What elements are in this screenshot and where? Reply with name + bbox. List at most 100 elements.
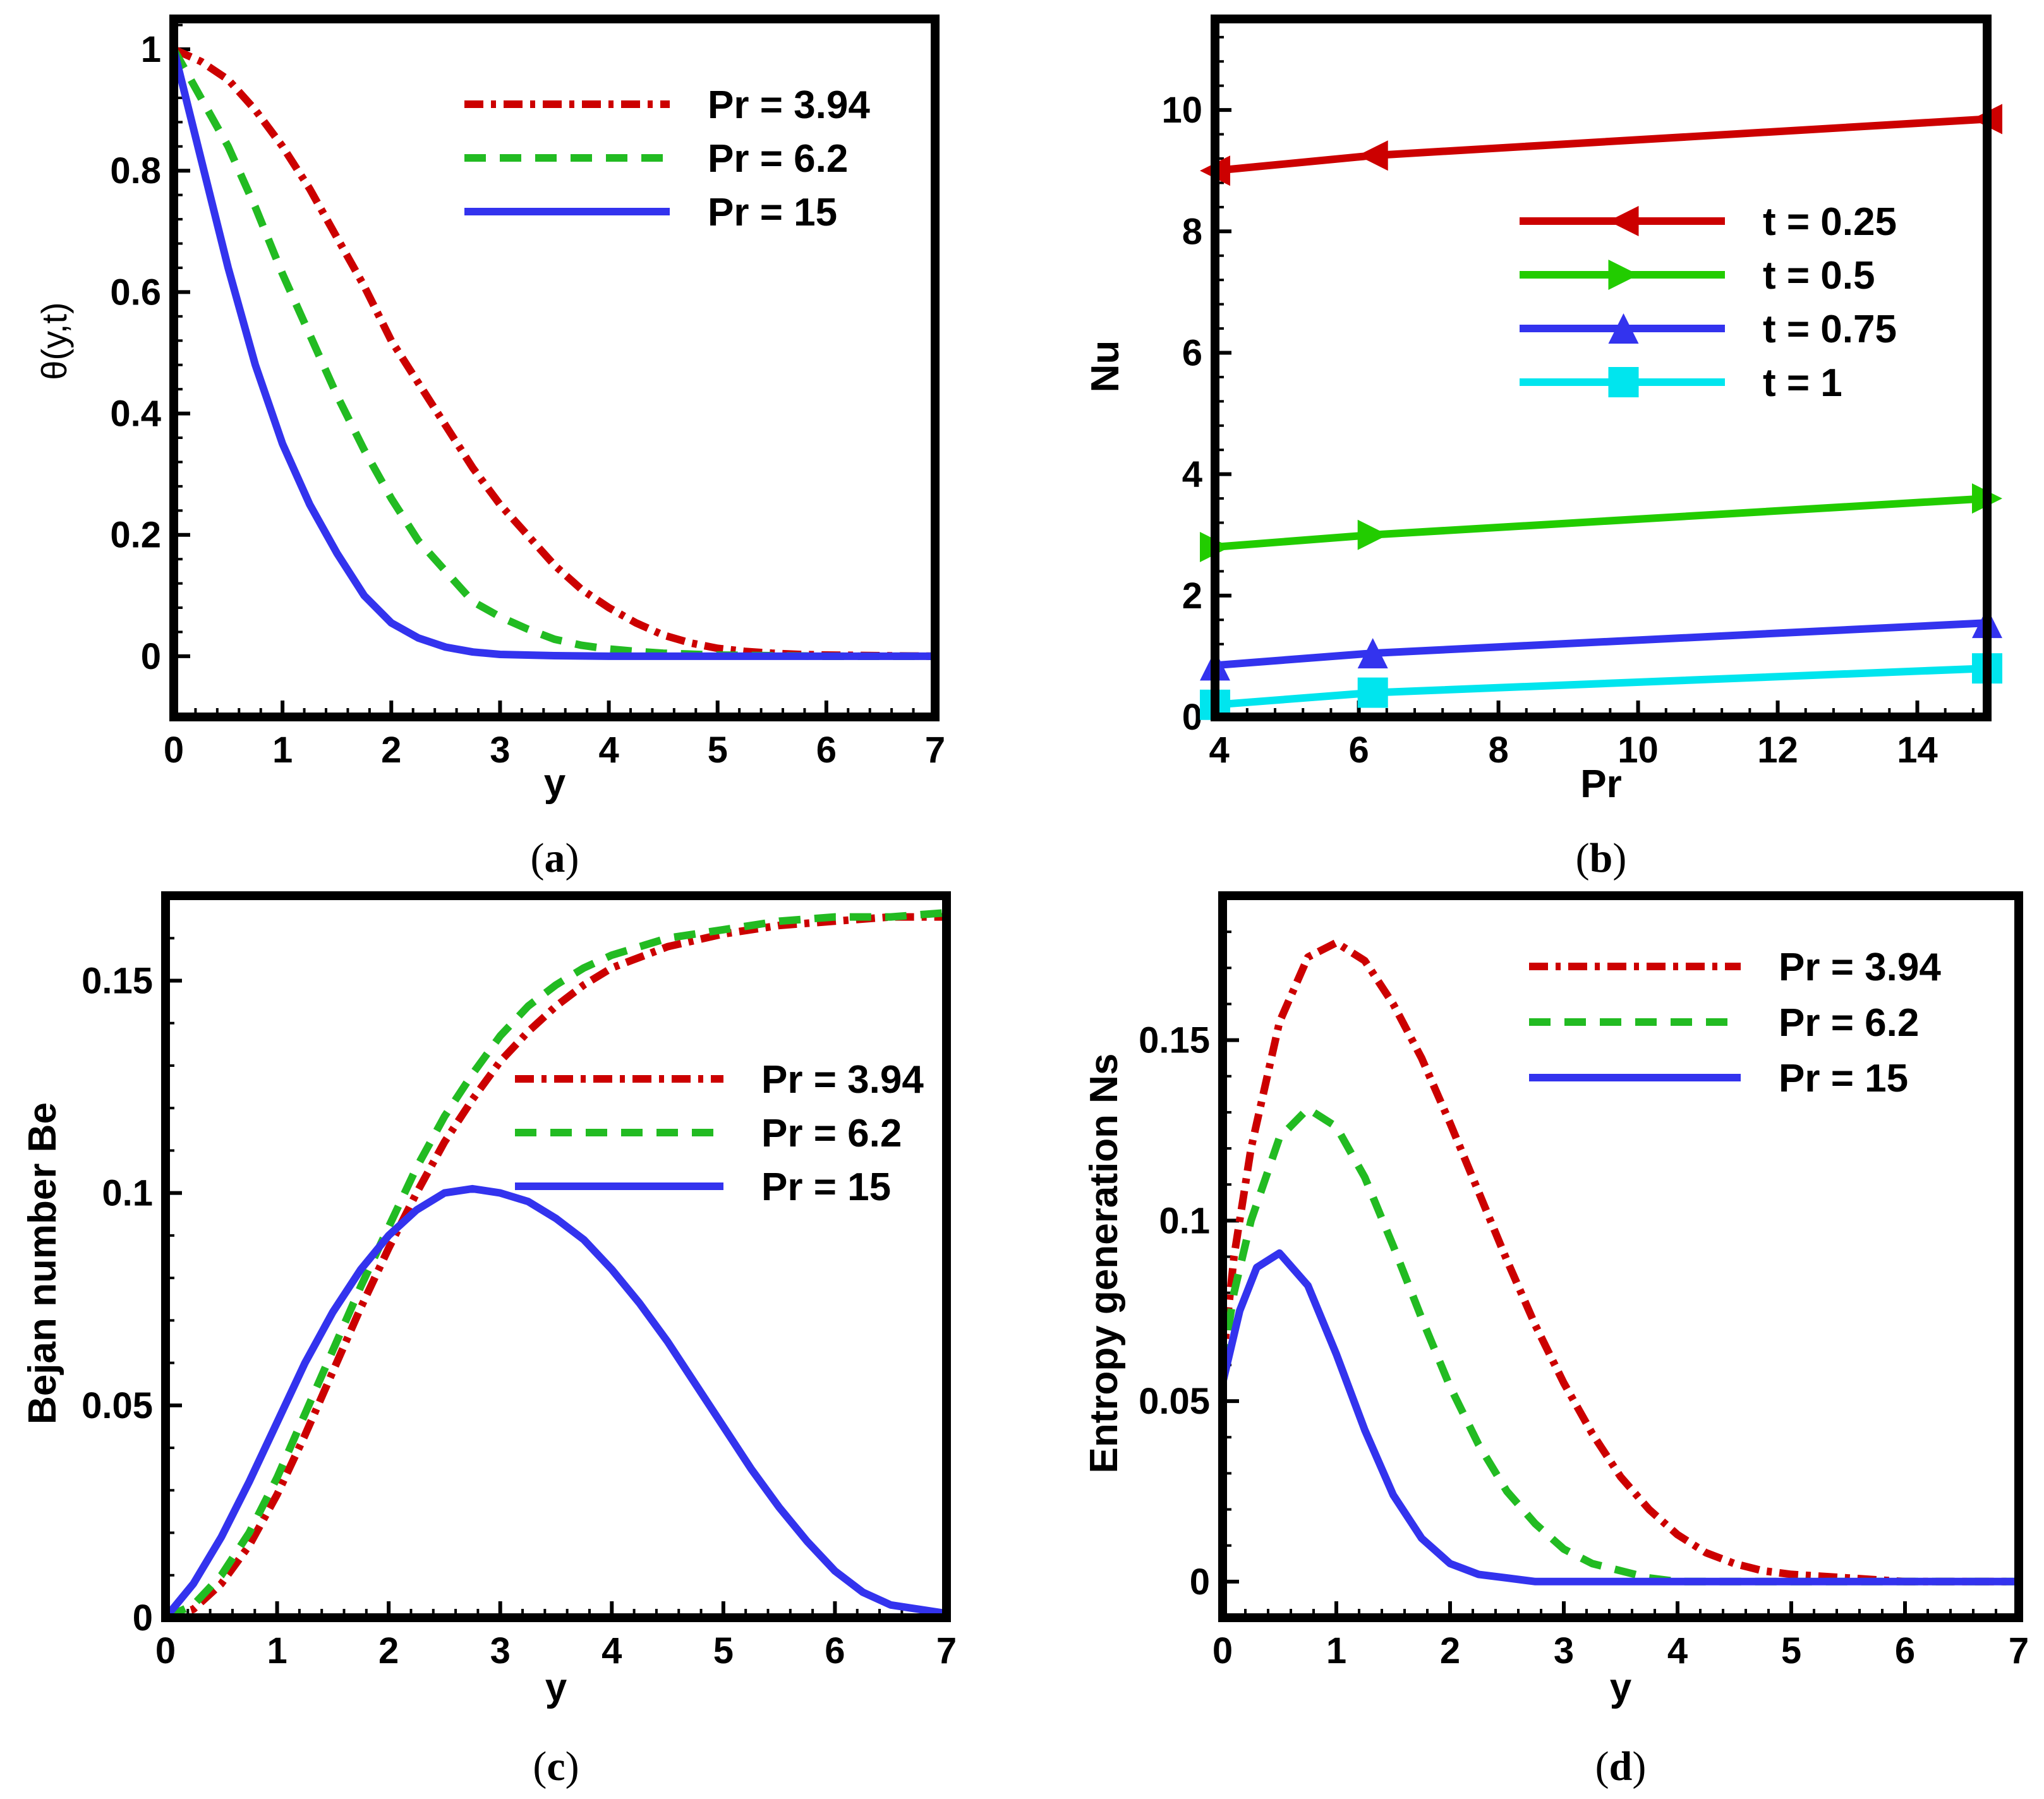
panel-b-legend-marker-1 <box>1608 260 1639 290</box>
panel-d-legend: Pr = 3.94 Pr = 6.2 Pr = 15 <box>1529 946 1941 1100</box>
panel-a-theta-profile: 0 1 2 3 4 5 6 7 0 0.2 0.4 0.6 0.8 1 y θ(y,t) Pr = 3.9… <box>34 15 945 881</box>
panel-b-xtick-label: 12 <box>1757 730 1798 771</box>
panel-c-xtick-label: 5 <box>713 1630 734 1671</box>
panel-c-xlabel: y <box>545 1666 567 1709</box>
panel-d-xtick-label: 3 <box>1554 1630 1574 1671</box>
panel-d-ytick-label: 0 <box>1190 1561 1210 1603</box>
panel-b-ytick-label: 0 <box>1182 697 1202 738</box>
panel-c-xtick-label: 0 <box>155 1630 176 1671</box>
panel-a-frame <box>169 15 940 721</box>
panel-c-xtick-label: 1 <box>267 1630 287 1671</box>
panel-a-xtick-label: 5 <box>708 730 728 771</box>
panel-a-legend-label-0: Pr = 3.94 <box>708 83 870 127</box>
panel-c-xtick-label: 4 <box>602 1630 622 1671</box>
panel-d-ylabel: Entropy generation Ns <box>1082 1054 1126 1474</box>
panel-a-ytick-label: 0.2 <box>110 515 161 556</box>
panel-b-series-0-marker <box>1357 140 1388 171</box>
panel-c-xtick-label: 2 <box>378 1630 399 1671</box>
panel-c-bejan: 0 1 2 3 4 5 6 7 0 0.05 0.1 0.15 y Bejan number Be P… <box>21 891 957 1790</box>
panel-a-xtick-label: 7 <box>925 730 945 771</box>
panel-b-xtick-label: 6 <box>1348 730 1369 771</box>
panel-b-plot-layer: 4 6 8 10 12 14 0 2 4 6 8 10 <box>1161 35 2002 771</box>
panel-b-xlabel: Pr <box>1580 762 1621 806</box>
panel-b-ytick-label: 4 <box>1182 454 1202 495</box>
panel-b-series-line-3 <box>1214 665 1988 709</box>
panel-b-legend: t = 0.25 t = 0.5 t = 0.75 t = 1 <box>1520 200 1897 405</box>
panel-a-ytick-label: 0 <box>141 636 161 677</box>
panel-a-legend-label-2: Pr = 15 <box>708 191 837 234</box>
panel-b-series-3-marker <box>1357 677 1388 708</box>
panel-a-xtick-label: 0 <box>164 730 184 771</box>
panel-c-ytick-label: 0.05 <box>82 1385 153 1426</box>
panel-c-xtick-label: 6 <box>825 1630 845 1671</box>
panel-c-series-line-0 <box>164 913 946 1622</box>
panel-b-legend-marker-3 <box>1608 367 1639 397</box>
panel-c-plot-layer: 0 1 2 3 4 5 6 7 0 0.05 0.1 0.15 <box>82 894 957 1671</box>
panel-c-xtick-label: 3 <box>490 1630 511 1671</box>
panel-d-xtick-label: 4 <box>1667 1630 1688 1671</box>
panel-c-ytick-label: 0.15 <box>82 960 153 1001</box>
panel-a-ytick-label: 0.8 <box>110 150 161 191</box>
panel-c-ytick-label: 0 <box>133 1597 153 1639</box>
panel-d-ytick-label: 0.15 <box>1139 1020 1210 1061</box>
panel-b-series-2-marker <box>1357 638 1388 669</box>
panel-c-frame <box>161 891 951 1622</box>
panel-b-legend-marker-2 <box>1608 313 1639 344</box>
panel-c-legend-label-2: Pr = 15 <box>761 1165 891 1209</box>
panel-c-legend-label-0: Pr = 3.94 <box>761 1058 924 1102</box>
panel-d-xtick-label: 0 <box>1212 1630 1233 1671</box>
panel-c-legend-label-1: Pr = 6.2 <box>761 1112 902 1155</box>
panel-b-legend-label-0: t = 0.25 <box>1763 200 1897 244</box>
panel-a-ytick-label: 0.6 <box>110 272 161 313</box>
panel-a-ylabel: θ(y,t) <box>34 302 74 380</box>
panel-b-series-line-1 <box>1214 495 1988 551</box>
panel-a-legend-label-1: Pr = 6.2 <box>708 137 848 181</box>
panel-c-caption-letter: c <box>547 1743 565 1790</box>
panel-a-series-line-2 <box>170 48 935 660</box>
panel-a-legend: Pr = 3.94 Pr = 6.2 Pr = 15 <box>464 83 870 234</box>
panel-a-series-line-0 <box>172 45 936 660</box>
panel-a-xtick-label: 6 <box>816 730 837 771</box>
panel-b-xtick-label: 4 <box>1209 730 1229 771</box>
panel-a-xtick-label: 3 <box>490 730 510 771</box>
panel-b-legend-label-3: t = 1 <box>1763 361 1842 405</box>
panel-b-xtick-label: 14 <box>1897 730 1938 771</box>
panel-d-ytick-label: 0.1 <box>1159 1200 1210 1241</box>
panel-d-legend-label-0: Pr = 3.94 <box>1779 946 1941 989</box>
panel-d-xtick-label: 1 <box>1326 1630 1346 1671</box>
panel-a-ytick-label: 1 <box>141 29 161 70</box>
panel-d-ytick-label: 0.05 <box>1139 1381 1210 1422</box>
panel-a-caption-letter: a <box>545 835 565 881</box>
panel-a-xtick-label: 1 <box>272 730 293 771</box>
panel-b-legend-marker-0 <box>1608 206 1639 236</box>
panel-c-series-line-1 <box>164 908 947 1622</box>
panel-c-series-line-2 <box>162 1184 947 1620</box>
panel-b-caption-letter: b <box>1590 835 1613 881</box>
panel-d-xtick-label: 6 <box>1895 1630 1915 1671</box>
panel-c-xtick-label: 7 <box>936 1630 957 1671</box>
panel-b-caption: (b) <box>1576 835 1627 881</box>
panel-c-ylabel: Bejan number Be <box>21 1102 64 1424</box>
panel-a-xtick-label: 2 <box>381 730 401 771</box>
panel-a-plot-layer: 0 1 2 3 4 5 6 7 0 0.2 0.4 0.6 0.8 1 <box>110 23 945 771</box>
panel-b-ytick-label: 2 <box>1182 575 1202 617</box>
panel-d-xlabel: y <box>1610 1666 1632 1709</box>
panel-d-legend-label-2: Pr = 15 <box>1779 1057 1908 1100</box>
panel-b-xtick-label: 8 <box>1488 730 1508 771</box>
panel-b-xtick-label: 10 <box>1618 730 1659 771</box>
panel-a-ytick-label: 0.4 <box>110 394 161 435</box>
panel-a-caption: (a) <box>531 835 579 881</box>
panel-b-legend-label-2: t = 0.75 <box>1763 308 1897 351</box>
panel-b-frame <box>1211 15 1992 721</box>
panel-b-ytick-label: 10 <box>1161 90 1202 131</box>
panel-b-legend-label-1: t = 0.5 <box>1763 254 1875 298</box>
panel-b-ylabel: Nu <box>1084 340 1127 393</box>
panel-d-series-line-1 <box>1219 1105 2019 1585</box>
panel-d-xtick-label: 5 <box>1781 1630 1801 1671</box>
panel-d-xtick-label: 2 <box>1440 1630 1460 1671</box>
panel-d-xtick-label: 7 <box>2009 1630 2029 1671</box>
panel-c-caption: (c) <box>533 1743 579 1790</box>
panel-d-frame <box>1218 891 2023 1622</box>
